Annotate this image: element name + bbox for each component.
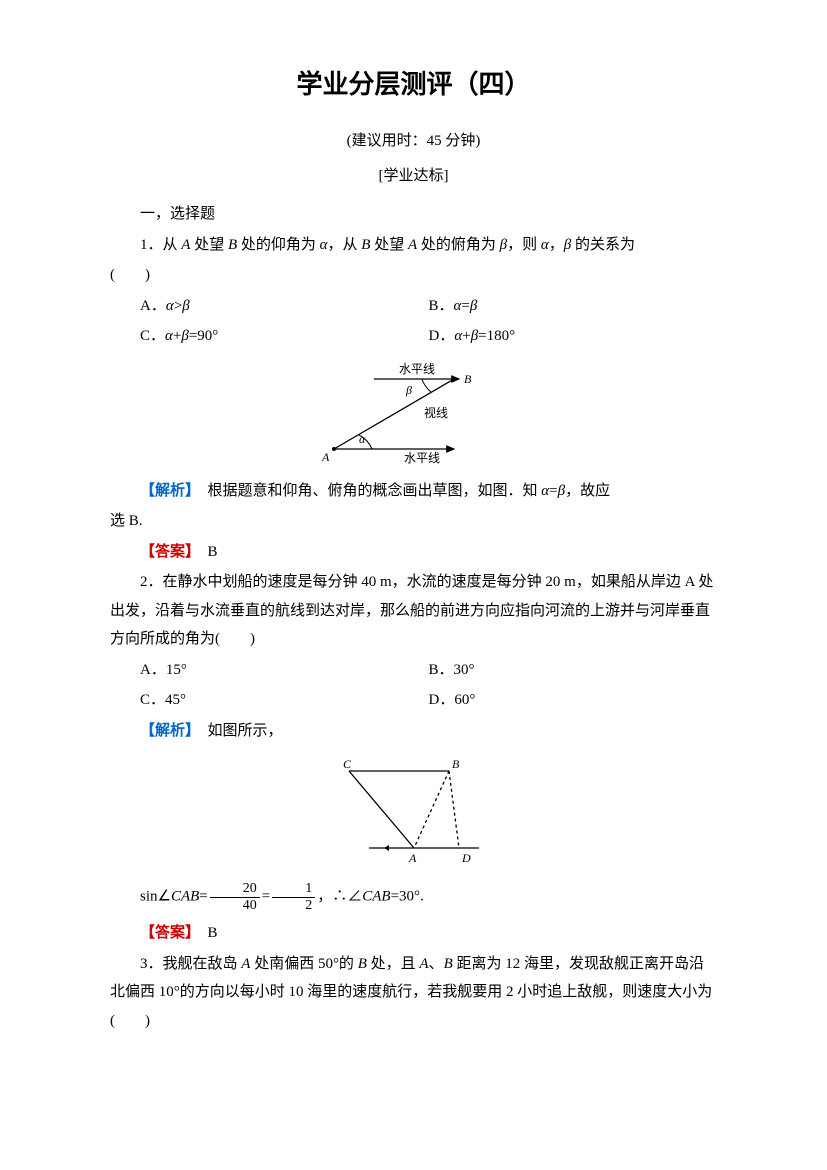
q1-optC: C．α+β=90°	[140, 322, 429, 351]
q1-answer: 【答案】 B	[110, 538, 717, 567]
q3-stem: 3．我舰在敌岛 A 处南偏西 50°的 B 处，且 A、B 距离为 12 海里，…	[110, 950, 717, 1036]
section-label: [学业达标]	[110, 162, 717, 191]
q1-label-bottom: 水平线	[404, 451, 440, 465]
q1-answer-val: B	[193, 544, 218, 560]
q2-options-row1: A．15° B．30°	[140, 656, 717, 685]
q2-eq-mid: =	[262, 889, 270, 905]
q2-eq-suffix: ，∴∠CAB=30°.	[317, 889, 424, 905]
q1-stem: 1．从 A 处望 B 处的仰角为 α，从 B 处望 A 处的俯角为 β，则 α，…	[110, 231, 717, 260]
q2-answer: 【答案】 B	[110, 919, 717, 948]
q1-optB: B．α=β	[429, 292, 718, 321]
q2-analysis-intro: 【解析】 如图所示，	[110, 717, 717, 746]
answer-label-2: 【答案】	[140, 925, 193, 941]
q2-label-A: A	[408, 851, 417, 865]
q1-label-sight: 视线	[424, 405, 448, 420]
q2-eq-prefix: sin∠CAB=	[140, 889, 208, 905]
q2-analysis-intro-text: 如图所示，	[193, 723, 283, 739]
q2-optD: D．60°	[429, 686, 718, 715]
q1-options-row2: C．α+β=90° D．α+β=180°	[140, 322, 717, 351]
q2-label-B: B	[452, 757, 460, 771]
q1-diagram: 水平线 B β 视线 α A 水平线	[304, 359, 524, 469]
q1-label-top: 水平线	[399, 362, 435, 376]
q1-analysis: 【解析】 根据题意和仰角、俯角的概念画出草图，如图．知 α=β，故应	[110, 477, 717, 506]
q1-analysis-tail: 选 B.	[110, 507, 717, 536]
q1-options-row1: A．α>β B．α=β	[140, 292, 717, 321]
answer-label: 【答案】	[140, 544, 193, 560]
q1-label-B: B	[464, 372, 472, 386]
q1-analysis-text: 根据题意和仰角、俯角的概念画出草图，如图．知 α=β，故应	[193, 483, 611, 499]
q2-label-C: C	[343, 757, 352, 771]
q2-diagram: C B A D	[329, 753, 499, 873]
q1-label-A: A	[321, 450, 330, 464]
subtitle: (建议用时：45 分钟)	[110, 127, 717, 156]
q1-label-alpha: α	[359, 432, 366, 446]
q2-optB: B．30°	[429, 656, 718, 685]
q1-optD: D．α+β=180°	[429, 322, 718, 351]
analysis-label: 【解析】	[140, 483, 193, 499]
q1-stem-tail: ( )	[110, 261, 717, 290]
q2-equation: sin∠CAB=2040=12，∴∠CAB=30°.	[110, 881, 717, 913]
q1-optA: A．α>β	[140, 292, 429, 321]
q2-optA: A．15°	[140, 656, 429, 685]
q2-optC: C．45°	[140, 686, 429, 715]
q2-label-D: D	[461, 851, 471, 865]
q1-label-beta: β	[405, 383, 412, 397]
q2-frac1: 2040	[210, 881, 260, 913]
q2-stem: 2．在静水中划船的速度是每分钟 40 m，水流的速度是每分钟 20 m，如果船从…	[110, 568, 717, 654]
q2-answer-val: B	[193, 925, 218, 941]
page-title: 学业分层测评（四）	[110, 60, 717, 109]
q2-options-row2: C．45° D．60°	[140, 686, 717, 715]
analysis-label-2: 【解析】	[140, 723, 193, 739]
q2-frac2: 12	[272, 881, 315, 913]
heading-choice: 一，选择题	[110, 200, 717, 229]
